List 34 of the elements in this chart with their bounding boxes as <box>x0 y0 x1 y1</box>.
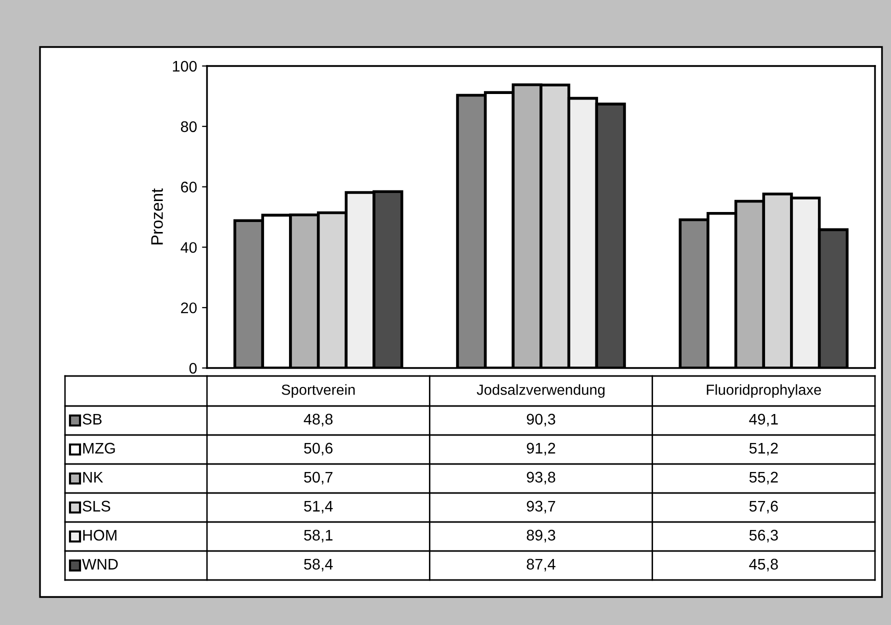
y-tick-label: 80 <box>180 121 197 132</box>
legend-label: MZG <box>83 442 115 454</box>
data-label: 93,8 <box>526 472 556 484</box>
data-label: 56,3 <box>749 530 778 542</box>
legend-label: SLS <box>82 500 110 512</box>
y-tick-label: 100 <box>172 60 197 72</box>
data-label: 91,2 <box>526 442 556 456</box>
data-label: 57,6 <box>749 500 778 514</box>
data-label: 50,6 <box>304 442 333 456</box>
data-label: 93,7 <box>526 500 556 514</box>
data-label: 90,3 <box>526 414 556 426</box>
y-tick-label: 20 <box>181 302 197 314</box>
legend-label: WND <box>82 558 118 570</box>
legend-label: NK <box>83 472 104 482</box>
data-label: 58,1 <box>304 530 332 542</box>
x-tick-label: Jodsalzverwendung <box>476 384 605 398</box>
y-tick-label: 0 <box>189 362 197 374</box>
data-label: 48,8 <box>304 414 333 426</box>
data-label: 58,4 <box>304 558 333 572</box>
data-label: 87,4 <box>526 558 556 572</box>
data-label: 51,2 <box>749 442 778 456</box>
data-label: 49,1 <box>749 414 778 426</box>
y-tick-label: 40 <box>180 242 197 253</box>
legend-label: SB <box>82 414 102 425</box>
data-label: 51,4 <box>304 500 333 514</box>
x-tick-label: Sportverein <box>282 384 355 398</box>
legend-label: HOM <box>83 530 116 541</box>
data-label: 89,3 <box>526 530 556 542</box>
data-label: 55,2 <box>749 472 778 484</box>
y-axis-title: Prozent <box>151 188 163 244</box>
y-tick-label: 60 <box>181 182 197 192</box>
data-label: 50,7 <box>304 472 332 484</box>
x-tick-label: Fluoridprophylaxe <box>706 384 821 398</box>
data-label: 45,8 <box>749 558 778 572</box>
